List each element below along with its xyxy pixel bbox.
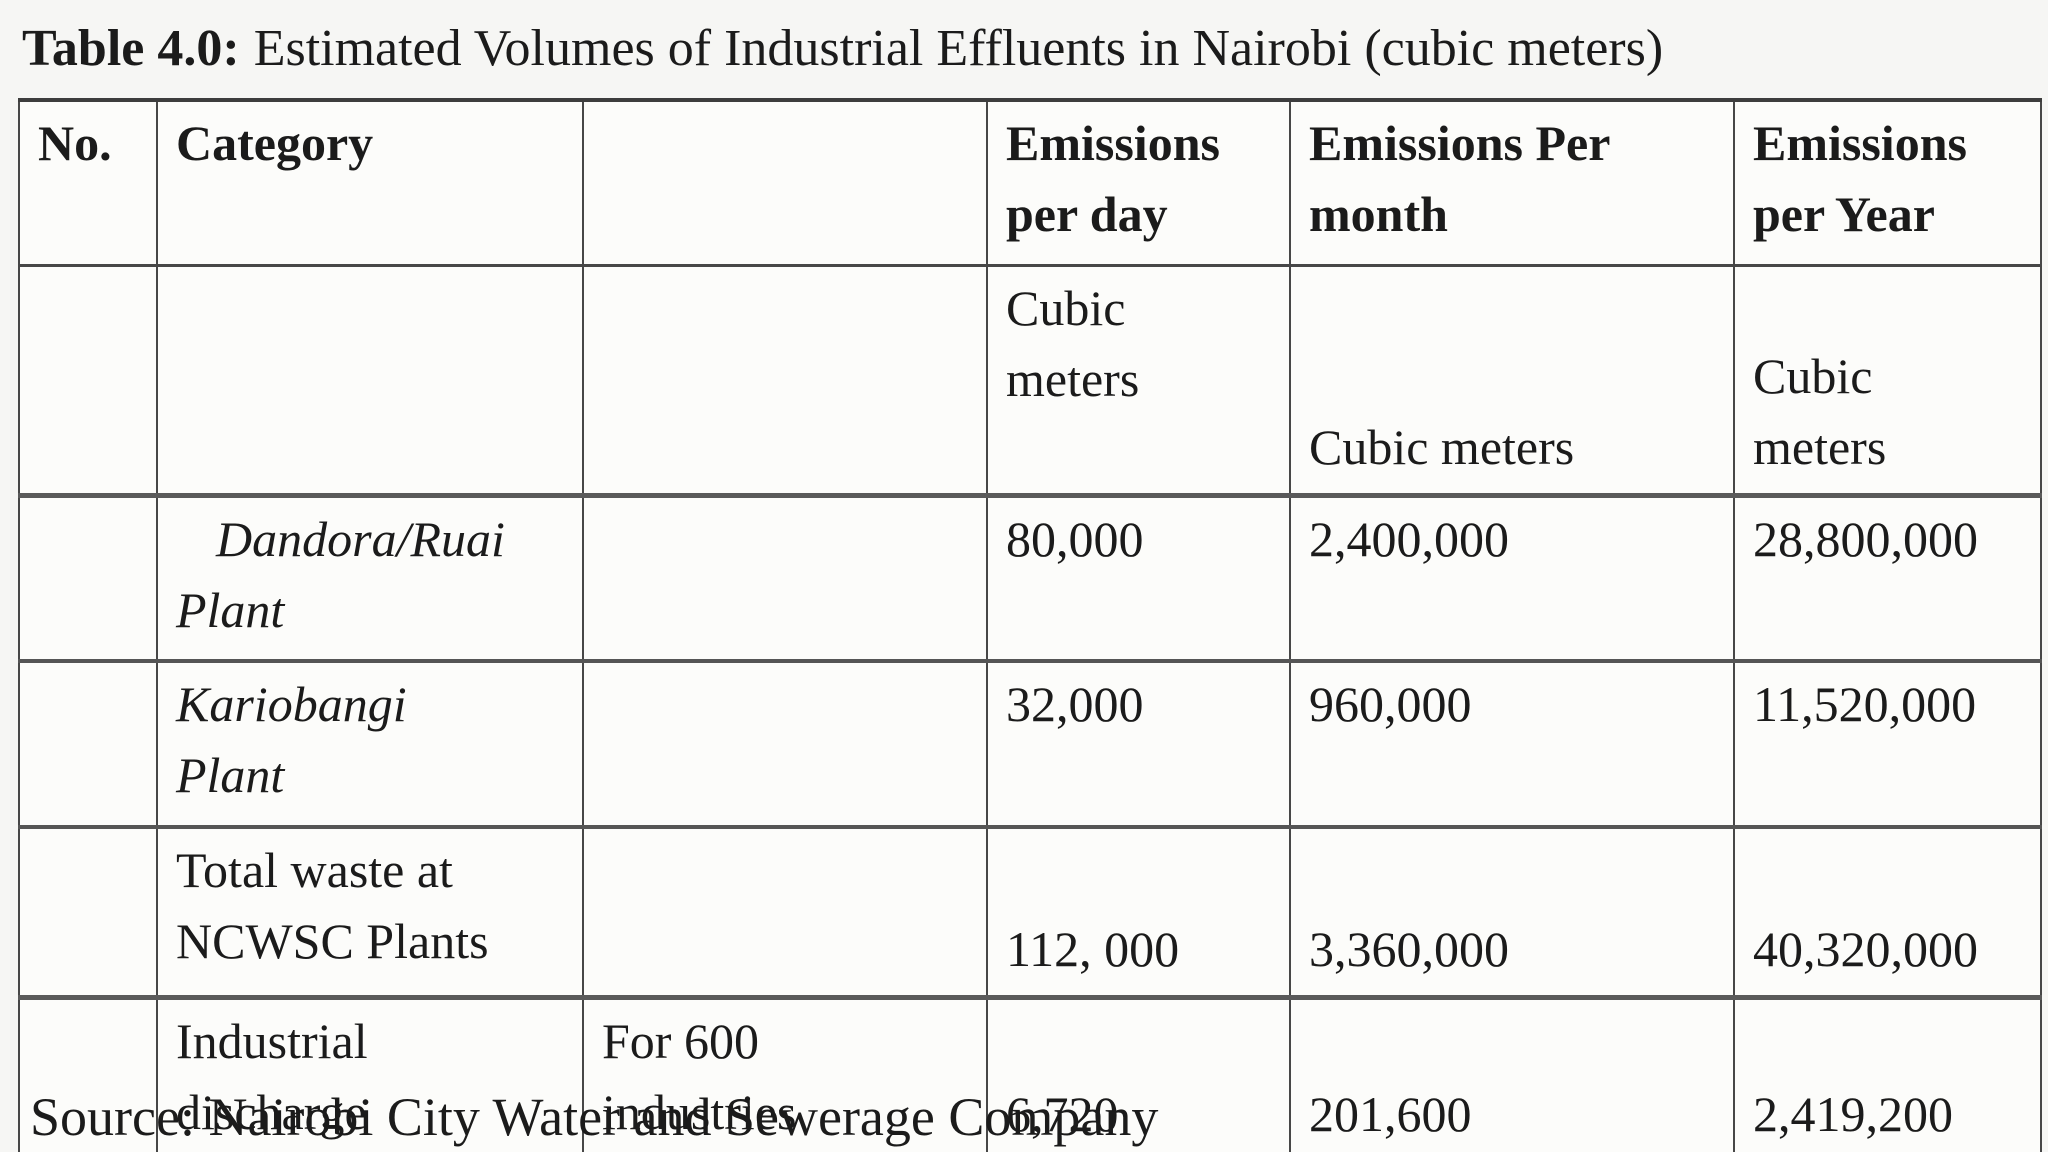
day-value: 80,000 (1006, 511, 1144, 567)
year-value: 2,419,200 (1753, 1086, 1953, 1142)
table-caption: Table 4.0: Estimated Volumes of Industria… (22, 18, 1663, 80)
category-label: Kariobangi Plant (176, 676, 407, 803)
day-value: 112, 000 (1006, 921, 1180, 977)
units-category-empty (156, 264, 584, 498)
header-emissions-per-day: Emissions per day (986, 98, 1291, 267)
cell-category: Dandora/Ruai Plant (156, 494, 584, 662)
units-year-label: Cubic meters (1753, 348, 1887, 475)
cell-month-value: 201,600 (1289, 995, 1735, 1152)
units-month-cell: Cubic meters (1289, 264, 1735, 498)
cell-year-value: 2,419,200 (1733, 995, 2042, 1152)
cell-detail (582, 825, 988, 999)
units-no-empty (18, 264, 158, 498)
table-caption-text: Estimated Volumes of Industrial Effluent… (253, 20, 1664, 77)
cell-day-value: 112, 000 (986, 825, 1291, 999)
cell-detail (582, 494, 988, 662)
cell-year-value: 11,520,000 (1733, 659, 2042, 828)
cell-detail (582, 659, 988, 828)
year-value: 11,520,000 (1753, 676, 1977, 732)
month-value: 201,600 (1309, 1086, 1472, 1142)
cell-year-value: 28,800,000 (1733, 494, 2042, 662)
month-value: 3,360,000 (1309, 921, 1509, 977)
header-blank (582, 98, 988, 267)
category-label: Dandora/Ruai Plant (176, 511, 505, 638)
source-note: Source: Nairobi City Water and Sewerage … (30, 1087, 1159, 1147)
day-value: 6,720 (1006, 1086, 1119, 1142)
header-emissions-per-month: Emissions Per month (1289, 98, 1735, 267)
cell-year-value: 40,320,000 (1733, 825, 2042, 999)
header-no: No. (18, 98, 158, 267)
effluents-table: No. Category Emissions per day Emissions… (18, 98, 2042, 1152)
table-row-industrial-discharge: Industrial discharge For 600 industries … (18, 995, 2042, 1152)
cell-month-value: 2,400,000 (1289, 494, 1735, 662)
year-value: 40,320,000 (1753, 921, 1978, 977)
table-header-row: No. Category Emissions per day Emissions… (18, 98, 2042, 267)
cell-month-value: 3,360,000 (1289, 825, 1735, 999)
units-day-label: Cubic meters (1006, 280, 1140, 407)
units-blank-empty (582, 264, 988, 498)
table-row-ncwsc-total: Total waste at NCWSC Plants 112, 000 3,3… (18, 825, 2042, 999)
cell-no (18, 825, 158, 999)
units-month-label: Cubic meters (1309, 419, 1575, 475)
cell-day-value: 80,000 (986, 494, 1291, 662)
year-value: 28,800,000 (1753, 511, 1978, 567)
cell-category: Kariobangi Plant (156, 659, 584, 828)
table-caption-label: Table 4.0: (22, 20, 240, 77)
day-value: 32,000 (1006, 676, 1144, 732)
cell-month-value: 960,000 (1289, 659, 1735, 828)
units-day-cell: Cubic meters (986, 264, 1291, 498)
detail-label: For 600 industries (602, 1013, 797, 1140)
units-year-cell: Cubic meters (1733, 264, 2042, 498)
cell-category: Total waste at NCWSC Plants (156, 825, 584, 999)
month-value: 2,400,000 (1309, 511, 1509, 567)
cell-no (18, 995, 158, 1152)
table-row-dandora: Dandora/Ruai Plant 80,000 2,400,000 28,8… (18, 494, 2042, 662)
cell-category: Industrial discharge (156, 995, 584, 1152)
header-category: Category (156, 98, 584, 267)
cell-no (18, 659, 158, 828)
header-emissions-per-year: Emissions per Year (1733, 98, 2042, 267)
table-row-kariobangi: Kariobangi Plant 32,000 960,000 11,520,0… (18, 659, 2042, 828)
cell-detail: For 600 industries (582, 995, 988, 1152)
units-row: Cubic meters Cubic meters Cubic meters (18, 264, 2042, 498)
category-label: Total waste at NCWSC Plants (176, 842, 489, 969)
month-value: 960,000 (1309, 676, 1472, 732)
cell-day-value: 32,000 (986, 659, 1291, 828)
cell-day-value: 6,720 (986, 995, 1291, 1152)
category-label: Industrial discharge (176, 1013, 368, 1140)
cell-no (18, 494, 158, 662)
